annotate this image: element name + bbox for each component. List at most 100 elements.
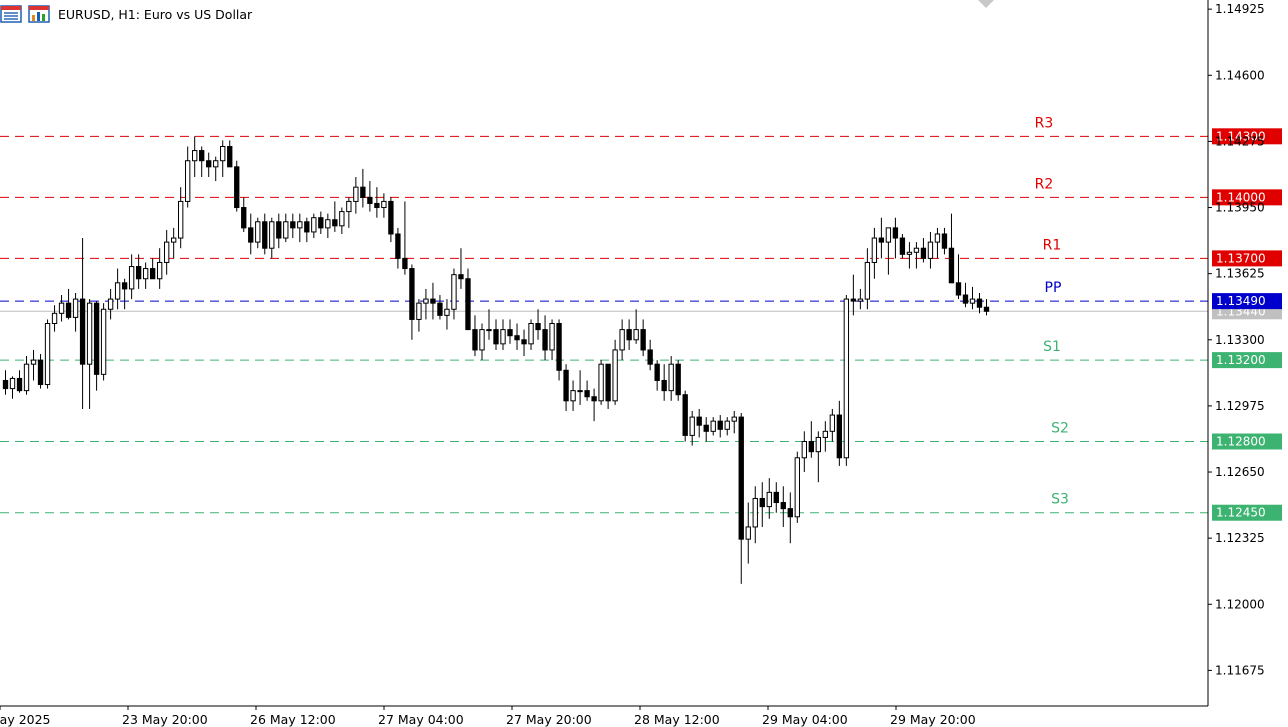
candle [465,268,471,331]
candle-body [892,227,899,239]
candle [100,303,107,381]
candle-body [710,420,716,432]
candle-body [381,200,387,209]
candle [563,364,569,411]
candle [948,213,955,284]
y-tick-label: 1.12325 [1215,531,1265,545]
candle [654,360,660,391]
price-axis: 1.14925 1.14600 1.14275 1.13950 1.13625 1.133… [0,0,1265,707]
candle-body [128,266,135,290]
candle-body [717,420,723,430]
candle-body [16,377,23,392]
candle-body [612,349,618,402]
candle-body [857,298,864,302]
candle-body [121,282,128,290]
candle-body [2,379,9,390]
candle [668,356,674,401]
candle-body [199,150,205,162]
candle-body [311,217,317,233]
candle-body [248,227,254,243]
candle-body [836,414,843,459]
candle [37,354,44,389]
y-tick-label: 1.12000 [1215,597,1265,611]
candle-body [409,268,415,320]
candle-body [731,416,737,422]
candle [290,213,296,239]
level-value-r1: 1.13700 [1216,251,1266,265]
candle-body [37,359,44,386]
candle-body [437,302,443,316]
candle-body [934,233,941,243]
candle [402,201,408,275]
candle [58,295,65,322]
candle [149,258,156,280]
candle [556,319,562,381]
candle-body [829,414,836,432]
candle-body [395,233,401,259]
time-axis: 23 May 2025 23 May 20:00 26 May 12:00 27 Ma… [0,706,976,727]
candle [647,339,653,371]
candle-body [780,502,786,510]
candle-body [360,186,366,198]
candle-body [486,329,492,332]
candle-body [654,363,660,381]
y-tick-label: 1.11675 [1215,663,1265,677]
candle-body [423,298,429,304]
candle-body [927,241,934,259]
candle [500,319,506,350]
x-tick-label: 27 May 04:00 [378,712,464,727]
candle-body [178,200,184,239]
candle [731,410,737,434]
candle-body [86,302,93,365]
candle-body [703,424,709,432]
candle [213,156,219,182]
level-label-r2: R2 [1035,176,1054,192]
candle-body [913,247,920,253]
candle [493,319,499,350]
candle [255,217,261,249]
list-icon[interactable] [0,4,22,24]
candle-body [549,322,555,351]
candle [283,213,289,243]
candle [472,315,478,357]
candle-body [388,200,394,235]
candle [185,146,191,208]
scroll-marker-icon[interactable] [978,0,994,8]
candle [675,360,681,401]
candle [794,451,800,523]
candle-body [605,363,611,402]
candle [444,299,450,330]
candle [612,339,618,405]
candle-body [514,335,520,341]
candle [920,238,927,263]
candle [178,187,184,249]
candle [857,288,864,310]
candle [241,197,247,232]
candle [787,492,793,544]
level-label-r3: R3 [1035,115,1054,131]
candle [135,254,142,289]
candle [801,431,807,473]
candle-body [472,329,478,351]
y-tick-label: 1.12650 [1215,465,1265,479]
candle-body [44,322,51,386]
y-tick-label: 1.14275 [1215,134,1265,148]
candle [79,238,86,409]
candle [598,360,604,405]
candle [619,319,625,361]
candle-body [577,390,583,393]
candle-body [9,377,16,390]
candle-body [696,416,702,426]
candle-body [885,227,892,243]
candle [766,478,772,519]
candle [23,356,30,395]
candle [65,288,72,320]
bar-chart-icon[interactable] [28,4,50,24]
level-value-s3: 1.12450 [1216,506,1266,520]
candle-body [402,257,408,270]
candle [717,415,723,438]
candle-body [465,278,471,331]
candle [51,305,58,332]
candle-body [156,261,163,280]
